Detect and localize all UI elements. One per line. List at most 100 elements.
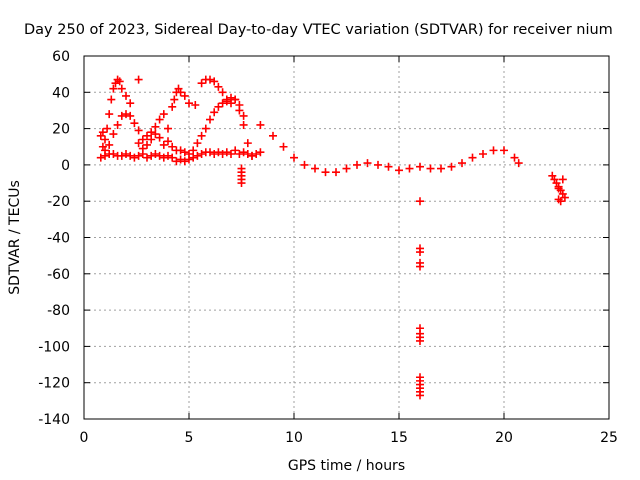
- data-point: [168, 102, 177, 111]
- data-point: [248, 151, 256, 160]
- data-point: [168, 142, 177, 151]
- data-point: [126, 151, 135, 160]
- data-point: [115, 77, 124, 86]
- data-point: [218, 99, 227, 108]
- data-point: [138, 135, 147, 144]
- data-point: [239, 120, 248, 129]
- data-point: [197, 79, 206, 88]
- data-point: [155, 115, 164, 124]
- x-tick-label: 10: [285, 430, 303, 446]
- data-point: [143, 131, 151, 140]
- data-point: [117, 111, 126, 120]
- data-point: [437, 164, 445, 173]
- data-point: [363, 159, 372, 168]
- data-point: [109, 130, 118, 139]
- data-point: [374, 160, 382, 169]
- data-point: [138, 144, 147, 153]
- data-point: [560, 193, 569, 202]
- data-point: [554, 184, 563, 193]
- data-point: [164, 137, 172, 146]
- data-point: [105, 140, 114, 149]
- data-point: [189, 153, 198, 162]
- data-point: [210, 77, 219, 86]
- data-point: [321, 168, 330, 177]
- data-point: [395, 166, 403, 175]
- data-point: [151, 150, 160, 159]
- data-point: [193, 139, 202, 148]
- axis-ticks: 0 5 10 15 20 25 -140 -120 -100 -80 -60 -40 -20 0 20 40 6…: [38, 49, 618, 446]
- y-axis-label: SDTVAR / TECUs: [7, 180, 23, 295]
- x-tick-label: 0: [80, 430, 89, 446]
- y-tick-label: -140: [38, 412, 70, 428]
- data-point: [206, 148, 214, 157]
- data-point: [214, 82, 223, 91]
- data-point: [458, 159, 466, 168]
- data-point: [96, 153, 105, 162]
- data-point: [510, 153, 519, 162]
- y-tick-label: -100: [38, 339, 70, 355]
- data-point: [180, 157, 189, 166]
- x-axis-label: GPS time / hours: [288, 458, 405, 474]
- data-point: [113, 120, 122, 129]
- data-point: [151, 122, 160, 131]
- data-point: [210, 150, 219, 159]
- data-point: [489, 146, 498, 155]
- data-point: [239, 148, 248, 157]
- data-point: [143, 140, 151, 149]
- plot-frame: [83, 55, 610, 420]
- data-point: [159, 140, 168, 149]
- y-tick-label: -120: [38, 376, 70, 392]
- data-point: [514, 159, 523, 168]
- data-point: [218, 150, 227, 159]
- data-point: [332, 168, 340, 177]
- data-point: [252, 150, 261, 159]
- data-point: [168, 153, 177, 162]
- data-point: [105, 110, 114, 119]
- data-point: [117, 84, 126, 93]
- data-point: [231, 95, 240, 104]
- y-tick-label: 0: [61, 158, 70, 174]
- data-point: [235, 150, 244, 159]
- data-point: [151, 130, 160, 139]
- y-tick-label: -80: [47, 303, 70, 319]
- data-point: [109, 84, 118, 93]
- data-point: [243, 150, 252, 159]
- data-point: [227, 150, 235, 159]
- data-point: [416, 197, 424, 206]
- data-point: [155, 133, 164, 142]
- data-point: [416, 248, 424, 257]
- data-point: [243, 139, 252, 148]
- x-tick-label: 15: [390, 430, 408, 446]
- data-point: [426, 164, 435, 173]
- data-point: [103, 124, 112, 133]
- data-point: [109, 150, 118, 159]
- grid: [84, 56, 609, 419]
- data-point: [134, 139, 143, 148]
- data-point: [170, 95, 179, 104]
- data-point: [176, 155, 185, 164]
- data-point: [416, 391, 424, 400]
- chart-title: Day 250 of 2023, Sidereal Day-to-day VTE…: [24, 22, 613, 38]
- data-point: [279, 142, 288, 151]
- data-point: [558, 175, 567, 184]
- data-point: [180, 91, 189, 100]
- data-point: [107, 95, 116, 104]
- data-point: [342, 164, 351, 173]
- data-point: [164, 151, 172, 160]
- data-point: [235, 101, 244, 110]
- data-point: [231, 146, 240, 155]
- data-point: [134, 126, 143, 135]
- data-point: [556, 197, 565, 206]
- data-point: [416, 162, 424, 171]
- data-point: [130, 153, 139, 162]
- data-point: [218, 88, 227, 97]
- data-point: [468, 153, 477, 162]
- data-point: [210, 108, 219, 117]
- data-point: [126, 99, 135, 108]
- data-point: [147, 151, 156, 160]
- data-point: [500, 146, 508, 155]
- data-point: [311, 164, 319, 173]
- data-point: [193, 151, 202, 160]
- data-point: [269, 131, 277, 140]
